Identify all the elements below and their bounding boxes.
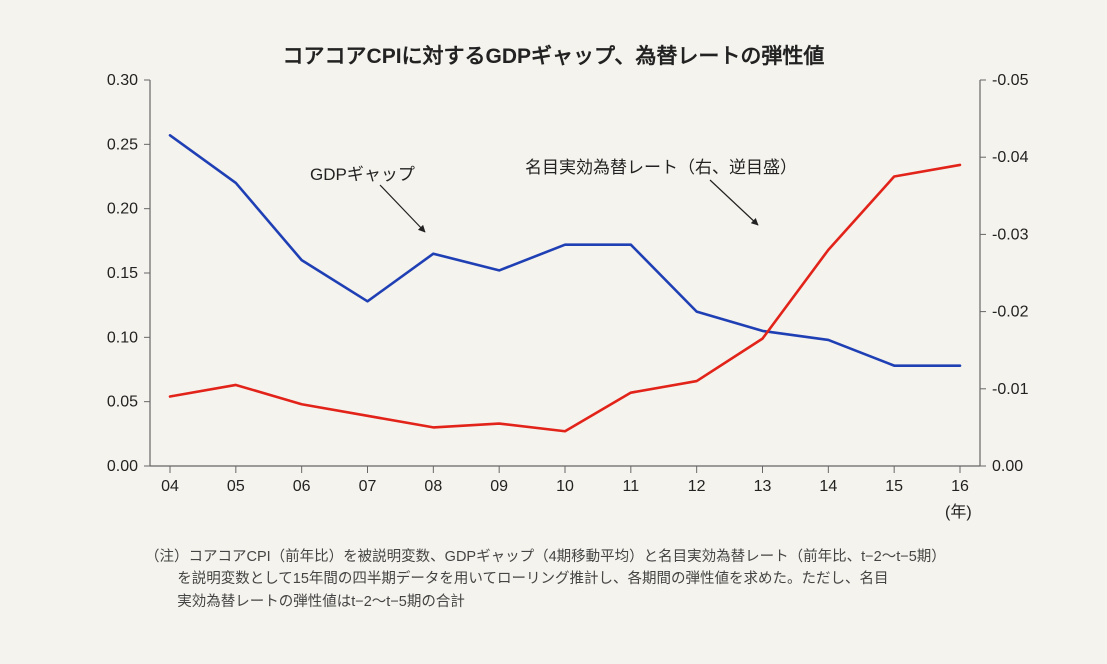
footnote-line: を説明変数として15年間の四半期データを用いてローリング推計し、各期間の弾性値を… (145, 568, 946, 590)
y-right-tick-label: -0.01 (992, 381, 1029, 398)
y-right-tick-label: 0.00 (992, 458, 1023, 475)
x-tick-label: 05 (227, 478, 245, 495)
label-arrow (380, 185, 425, 232)
y-left-tick-label: 0.20 (107, 201, 138, 218)
y-left-tick-label: 0.05 (107, 394, 138, 411)
footnote-line: （注）コアコアCPI（前年比）を被説明変数、GDPギャップ（4期移動平均）と名目… (145, 546, 946, 568)
y-right-tick-label: -0.05 (992, 72, 1029, 89)
series-line-fx_rate (170, 165, 960, 431)
footnote: （注）コアコアCPI（前年比）を被説明変数、GDPギャップ（4期移動平均）と名目… (145, 546, 946, 613)
y-left-tick-label: 0.25 (107, 136, 138, 153)
x-tick-label: 06 (293, 478, 311, 495)
x-tick-label: 11 (623, 478, 640, 495)
y-left-tick-label: 0.00 (107, 458, 138, 475)
series-label-fx-rate: 名目実効為替レート（右、逆目盛） (525, 153, 797, 178)
chart-frame: コアコアCPIに対するGDPギャップ、為替レートの弾性値 0.000.050.1… (0, 0, 1107, 664)
x-tick-label: 15 (885, 478, 903, 495)
plot-area: 0.000.050.100.150.200.250.300.00-0.01-0.… (150, 80, 980, 466)
x-tick-label: 09 (490, 478, 508, 495)
footnote-line: 実効為替レートの弾性値はt−2～t−5期の合計 (145, 591, 946, 613)
y-right-tick-label: -0.02 (992, 304, 1029, 321)
x-tick-label: 04 (161, 478, 179, 495)
y-left-tick-label: 0.10 (107, 329, 138, 346)
x-tick-label: 08 (424, 478, 442, 495)
x-tick-label: 13 (754, 478, 772, 495)
y-left-tick-label: 0.15 (107, 265, 138, 282)
chart-title: コアコアCPIに対するGDPギャップ、為替レートの弾性値 (0, 40, 1107, 70)
x-tick-label: 16 (951, 478, 969, 495)
series-label-gdp-gap: GDPギャップ (310, 160, 415, 185)
y-left-tick-label: 0.30 (107, 72, 138, 89)
x-tick-label: 07 (359, 478, 377, 495)
label-arrow (710, 180, 758, 225)
y-right-tick-label: -0.03 (992, 226, 1029, 243)
x-tick-label: 14 (819, 478, 837, 495)
y-right-tick-label: -0.04 (992, 149, 1029, 166)
x-tick-label: 10 (556, 478, 574, 495)
x-tick-label: 12 (688, 478, 706, 495)
x-axis-unit: (年) (945, 498, 972, 522)
